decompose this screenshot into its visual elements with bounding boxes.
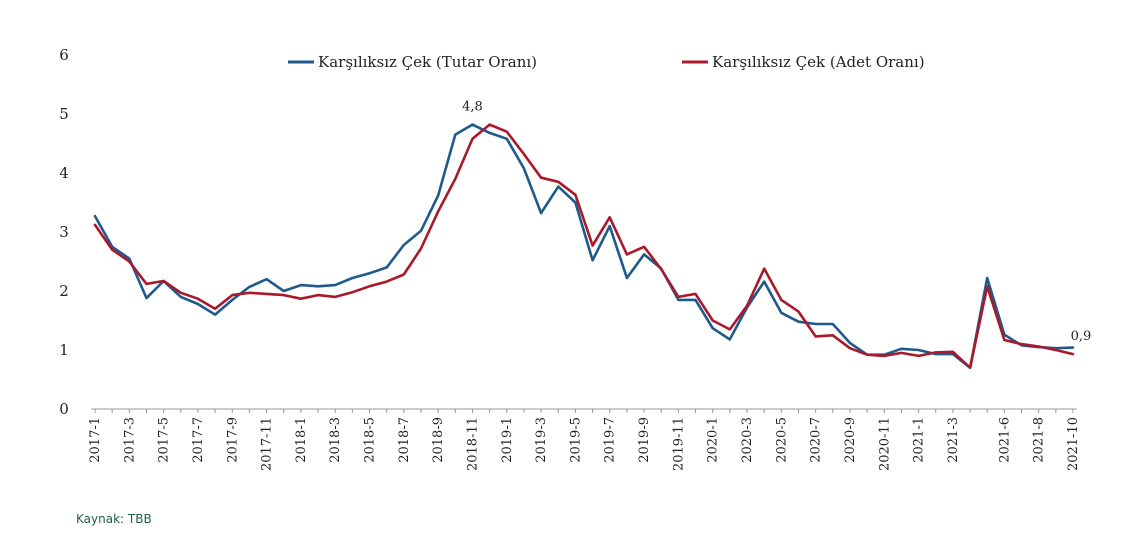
x-tick-label: 2019-3 bbox=[534, 417, 549, 463]
x-tick-label: 2019-7 bbox=[603, 417, 618, 463]
x-tick-label: 2017-11 bbox=[260, 417, 275, 471]
x-tick-label: 2017-9 bbox=[225, 417, 240, 463]
x-tick-label: 2020-5 bbox=[774, 417, 789, 463]
legend: Karşılıksız Çek (Tutar Oranı) Karşılıksız… bbox=[288, 53, 925, 71]
source-note: Kaynak: TBB bbox=[76, 512, 152, 526]
x-tick-label: 2018-1 bbox=[294, 417, 309, 463]
x-tick-label: 2019-11 bbox=[671, 417, 686, 471]
x-tick-label: 2021-6 bbox=[997, 417, 1012, 463]
legend-label: Karşılıksız Çek (Adet Oranı) bbox=[712, 53, 925, 71]
y-axis-ticks: 0 1 2 3 4 5 6 bbox=[59, 46, 69, 418]
y-tick-label: 1 bbox=[59, 341, 69, 359]
x-tick-label: 2018-5 bbox=[363, 417, 378, 463]
y-tick-label: 4 bbox=[59, 164, 69, 182]
x-tick-label: 2019-1 bbox=[500, 417, 515, 463]
x-tick-label: 2020-1 bbox=[706, 417, 721, 463]
x-axis-ticks: 2017-1 2017-3 2017-5 2017-7 2017-9 2017-11 201… bbox=[88, 409, 1081, 471]
y-tick-label: 2 bbox=[59, 282, 69, 300]
x-tick-label: 2017-1 bbox=[88, 417, 103, 463]
x-tick-label: 2021-1 bbox=[912, 417, 927, 463]
x-tick-label: 2021-3 bbox=[946, 417, 961, 463]
x-tick-label: 2018-11 bbox=[465, 417, 480, 471]
x-tick-label: 2018-7 bbox=[397, 417, 412, 463]
x-tick-label: 2020-7 bbox=[809, 417, 824, 463]
y-tick-label: 3 bbox=[59, 223, 69, 241]
x-tick-label: 2020-11 bbox=[877, 417, 892, 471]
series-lines bbox=[93, 123, 1075, 370]
x-tick-label: 2017-7 bbox=[191, 417, 206, 463]
data-annotation: 4,8 bbox=[462, 100, 483, 115]
x-tick-label: 2020-3 bbox=[740, 417, 755, 463]
x-tick-label: 2021-8 bbox=[1032, 417, 1047, 463]
x-tick-label: 2017-3 bbox=[122, 417, 137, 463]
annotations: 4,8 0,9 bbox=[462, 100, 1091, 345]
series-line-adet bbox=[93, 123, 1075, 370]
x-tick-label: 2020-9 bbox=[843, 417, 858, 463]
x-tick-label: 2018-9 bbox=[431, 417, 446, 463]
x-tick-label: 2018-3 bbox=[328, 417, 343, 463]
y-tick-label: 6 bbox=[59, 46, 69, 64]
data-annotation: 0,9 bbox=[1071, 329, 1092, 344]
x-tick-label: 2017-5 bbox=[157, 417, 172, 463]
series-line-tutar bbox=[93, 123, 1075, 370]
y-tick-label: 5 bbox=[59, 105, 69, 123]
x-tick-label: 2019-9 bbox=[637, 417, 652, 463]
y-tick-label: 0 bbox=[59, 400, 69, 418]
x-tick-label: 2021-10 bbox=[1066, 417, 1081, 471]
legend-label: Karşılıksız Çek (Tutar Oranı) bbox=[318, 53, 537, 71]
x-tick-label: 2019-5 bbox=[568, 417, 583, 463]
